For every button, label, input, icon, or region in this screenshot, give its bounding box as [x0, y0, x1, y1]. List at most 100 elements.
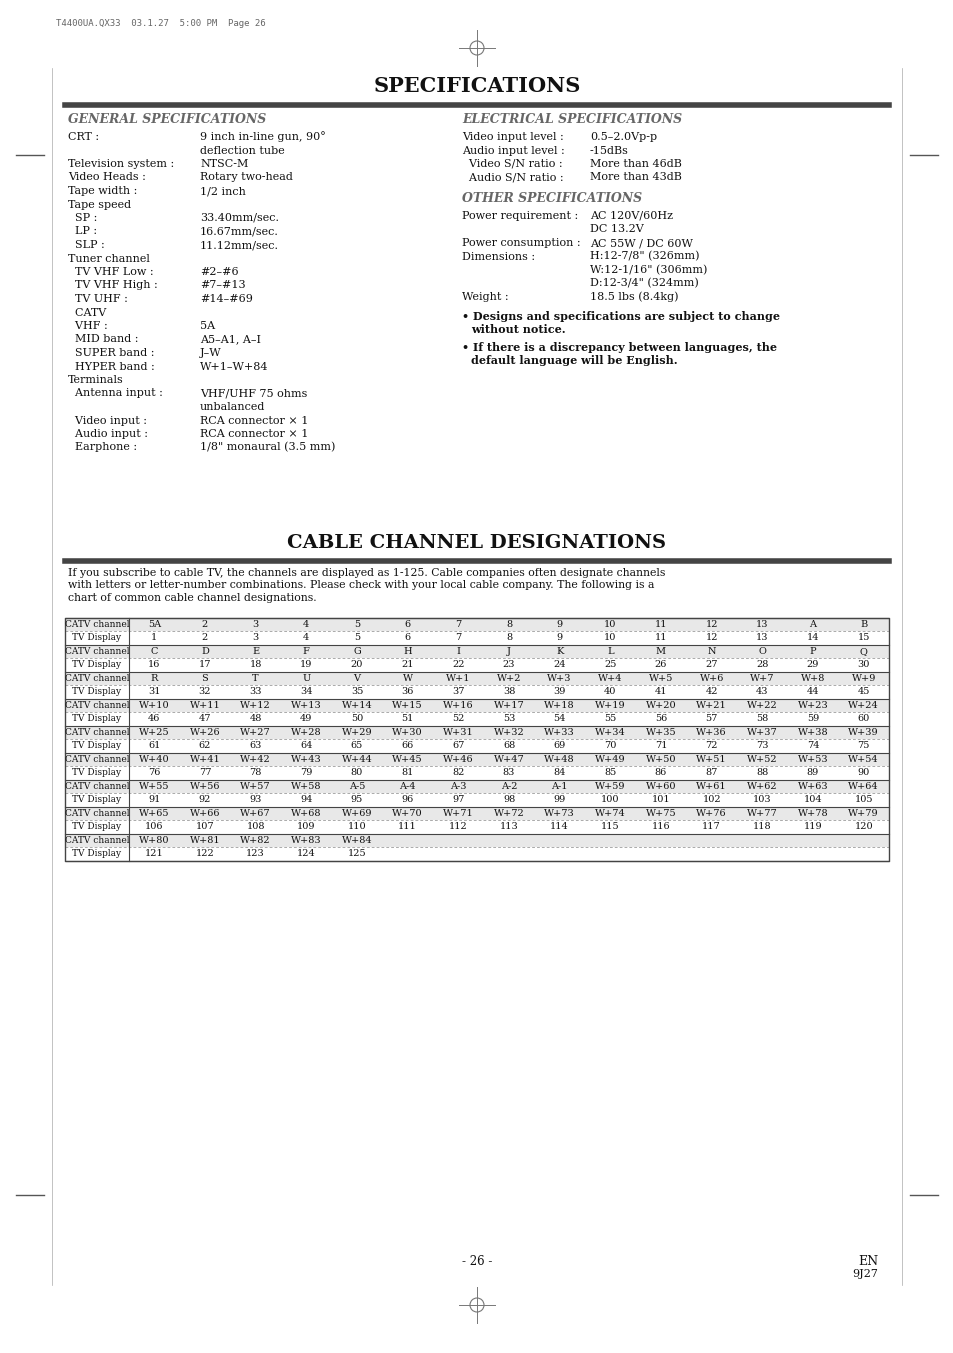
Text: 8: 8	[505, 633, 512, 643]
Text: 118: 118	[752, 823, 771, 831]
Text: 13: 13	[756, 633, 768, 643]
Text: Antenna input :: Antenna input :	[68, 388, 163, 399]
Text: H: H	[403, 647, 412, 656]
Text: 117: 117	[701, 823, 720, 831]
Text: 123: 123	[246, 850, 265, 858]
Text: 48: 48	[250, 714, 261, 724]
Text: More than 43dB: More than 43dB	[589, 172, 681, 183]
Bar	[65, 658, 888, 671]
Text: 97: 97	[452, 796, 464, 804]
Text: SUPER band :: SUPER band :	[68, 348, 154, 359]
Text: VHF/UHF 75 ohms: VHF/UHF 75 ohms	[200, 388, 307, 399]
Text: 18.5 lbs (8.4kg): 18.5 lbs (8.4kg)	[589, 291, 678, 302]
Text: 44: 44	[806, 687, 819, 697]
Bar	[65, 630, 888, 644]
Text: deflection tube: deflection tube	[200, 146, 284, 156]
Text: A5–A1, A–I: A5–A1, A–I	[200, 334, 261, 345]
Text: 98: 98	[502, 796, 515, 804]
Text: RCA connector × 1: RCA connector × 1	[200, 429, 308, 438]
Text: W+82: W+82	[240, 836, 271, 844]
Bar	[65, 739, 888, 752]
Text: 86: 86	[654, 769, 666, 777]
Text: 9: 9	[556, 620, 562, 629]
Text: AC 55W / DC 60W: AC 55W / DC 60W	[589, 238, 692, 248]
Text: 83: 83	[502, 769, 515, 777]
Text: Weight :: Weight :	[461, 292, 508, 302]
Text: W+10: W+10	[139, 701, 170, 710]
Text: W+26: W+26	[190, 728, 220, 737]
Text: 54: 54	[553, 714, 565, 724]
Text: W+74: W+74	[595, 809, 625, 817]
Text: W: W	[402, 674, 413, 683]
Text: 58: 58	[756, 714, 768, 724]
Text: 57: 57	[704, 714, 717, 724]
Text: -15dBs: -15dBs	[589, 146, 628, 156]
Text: 104: 104	[802, 796, 821, 804]
Text: W+65: W+65	[139, 809, 170, 817]
Text: 0.5–2.0Vp-p: 0.5–2.0Vp-p	[589, 133, 657, 142]
Text: W+60: W+60	[645, 782, 676, 790]
Text: W+40: W+40	[139, 755, 170, 763]
Text: 115: 115	[600, 823, 619, 831]
Text: 7: 7	[455, 633, 461, 643]
Text: CATV channel: CATV channel	[65, 836, 129, 844]
Text: W+66: W+66	[190, 809, 220, 817]
Text: 103: 103	[752, 796, 771, 804]
Bar	[65, 617, 888, 861]
Text: M: M	[656, 647, 665, 656]
Text: U: U	[302, 674, 310, 683]
Bar	[65, 671, 888, 685]
Text: ELECTRICAL SPECIFICATIONS: ELECTRICAL SPECIFICATIONS	[461, 114, 681, 126]
Text: J–W: J–W	[200, 348, 221, 359]
Text: 1/8" monaural (3.5 mm): 1/8" monaural (3.5 mm)	[200, 442, 335, 452]
Text: 112: 112	[449, 823, 467, 831]
Text: 63: 63	[250, 741, 261, 751]
Text: 5: 5	[354, 633, 359, 643]
Text: Audio S/N ratio :: Audio S/N ratio :	[461, 172, 563, 183]
Text: W+71: W+71	[442, 809, 474, 817]
Text: without notice.: without notice.	[471, 323, 565, 336]
Text: W+49: W+49	[595, 755, 625, 763]
Text: 13: 13	[756, 620, 768, 629]
Text: 90: 90	[857, 769, 869, 777]
Text: 120: 120	[854, 823, 872, 831]
Text: A-2: A-2	[500, 782, 517, 790]
Text: 60: 60	[857, 714, 869, 724]
Text: 34: 34	[300, 687, 313, 697]
Text: 18: 18	[250, 660, 261, 670]
Text: W+14: W+14	[341, 701, 372, 710]
Text: Terminals: Terminals	[68, 375, 124, 386]
Text: 70: 70	[603, 741, 616, 751]
Text: W+1–W+84: W+1–W+84	[200, 361, 268, 372]
Text: 80: 80	[351, 769, 363, 777]
Text: 31: 31	[148, 687, 160, 697]
Text: E: E	[252, 647, 259, 656]
Text: 77: 77	[198, 769, 211, 777]
Text: W+64: W+64	[847, 782, 878, 790]
Text: Audio input :: Audio input :	[68, 429, 148, 438]
Text: 79: 79	[300, 769, 313, 777]
Text: 92: 92	[198, 796, 211, 804]
Text: W+56: W+56	[190, 782, 220, 790]
Text: Rotary two-head: Rotary two-head	[200, 172, 293, 183]
Text: W+13: W+13	[291, 701, 321, 710]
Text: HYPER band :: HYPER band :	[68, 361, 154, 372]
Text: 7: 7	[455, 620, 461, 629]
Text: W+12: W+12	[240, 701, 271, 710]
Bar	[65, 820, 888, 833]
Text: W+44: W+44	[341, 755, 372, 763]
Text: 82: 82	[452, 769, 464, 777]
Text: 66: 66	[401, 741, 414, 751]
Text: 38: 38	[502, 687, 515, 697]
Text: 124: 124	[296, 850, 315, 858]
Text: W+7: W+7	[749, 674, 774, 683]
Text: More than 46dB: More than 46dB	[589, 160, 681, 169]
Text: 75: 75	[857, 741, 869, 751]
Text: 96: 96	[401, 796, 414, 804]
Text: 113: 113	[499, 823, 517, 831]
Text: #2–#6: #2–#6	[200, 267, 238, 277]
Text: TV Display: TV Display	[72, 796, 121, 804]
Text: 49: 49	[300, 714, 313, 724]
Text: W+22: W+22	[746, 701, 777, 710]
Text: 62: 62	[198, 741, 211, 751]
